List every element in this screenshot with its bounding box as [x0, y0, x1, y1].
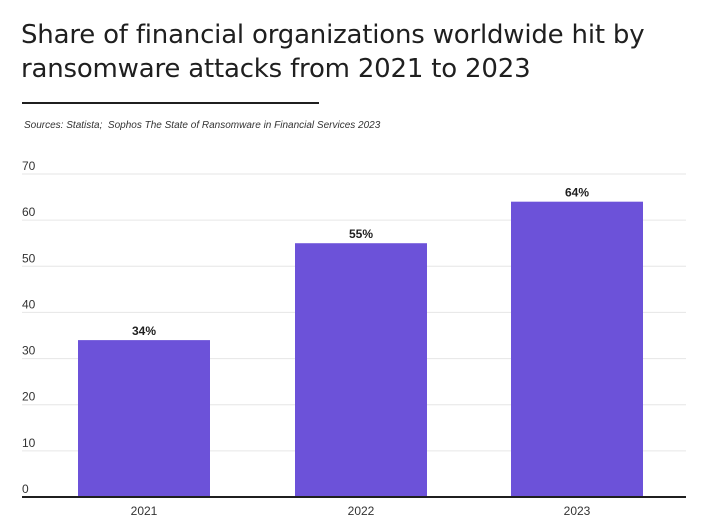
- data-label: 64%: [565, 186, 589, 200]
- x-tick-label: 2022: [348, 504, 375, 518]
- y-tick-label: 20: [22, 390, 36, 404]
- x-tick-label: 2023: [564, 504, 591, 518]
- y-tick-label: 10: [22, 436, 36, 450]
- y-tick-label: 30: [22, 344, 36, 358]
- y-tick-label: 70: [22, 159, 36, 173]
- bar-2023: [511, 201, 643, 497]
- title-underline: [22, 102, 319, 104]
- data-labels: 34% 55% 64%: [132, 186, 589, 338]
- data-label: 55%: [349, 227, 373, 241]
- x-axis-ticks: 2021 2022 2023: [131, 504, 591, 518]
- y-tick-label: 60: [22, 205, 36, 219]
- x-tick-label: 2021: [131, 504, 158, 518]
- chart-title: Share of financial organizations worldwi…: [21, 20, 645, 84]
- bars: [78, 201, 643, 497]
- data-label: 34%: [132, 324, 156, 338]
- y-axis-ticks: 0 10 20 30 40 50 60 70: [22, 159, 36, 496]
- y-tick-label: 40: [22, 297, 36, 311]
- y-tick-label: 0: [22, 482, 29, 496]
- bar-2022: [295, 243, 427, 497]
- bar-2021: [78, 340, 210, 497]
- y-tick-label: 50: [22, 251, 36, 265]
- source-note: Sources: Statista; Sophos The State of R…: [24, 120, 381, 131]
